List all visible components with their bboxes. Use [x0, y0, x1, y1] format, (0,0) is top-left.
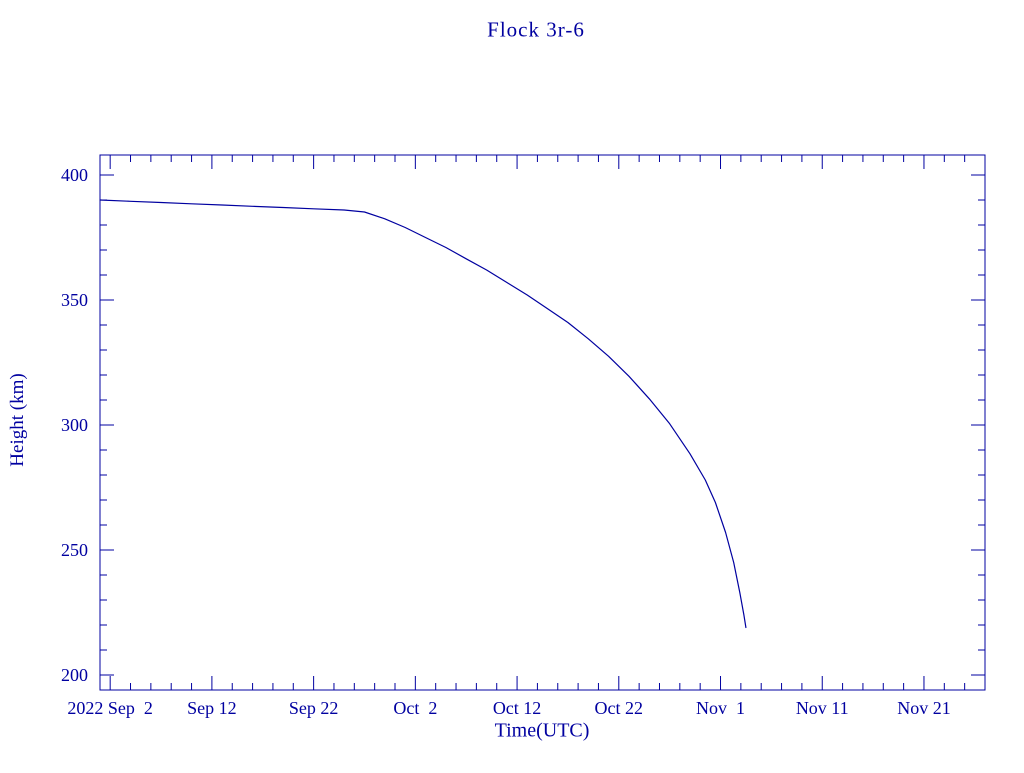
y-tick-label: 350	[61, 290, 88, 310]
y-tick-label: 250	[61, 540, 88, 560]
y-axis-ticks	[100, 174, 985, 676]
y-tick-label: 400	[61, 165, 88, 185]
chart-title: Flock 3r-6	[487, 17, 585, 42]
x-tick-label: Nov 11	[796, 698, 849, 718]
x-tick-label: Sep 22	[289, 698, 339, 718]
y-axis-tick-labels: 200 250 300 350 400	[61, 165, 88, 685]
x-axis-label: Time(UTC)	[494, 719, 590, 742]
y-tick-label: 300	[61, 415, 88, 435]
x-tick-label: Nov 1	[696, 698, 745, 718]
x-tick-label: Nov 21	[897, 698, 951, 718]
x-tick-label: 2022 Sep 2	[67, 698, 153, 718]
x-tick-label: Oct 2	[393, 698, 437, 718]
x-axis-tick-labels: 2022 Sep 2 Sep 12 Sep 22 Oct 2 Oct 12 Oct 22 N…	[67, 698, 950, 718]
x-tick-label: Oct 12	[493, 698, 542, 718]
y-axis-label: Height (km)	[7, 373, 28, 467]
height-decay-line	[99, 199, 747, 629]
x-axis-ticks	[109, 155, 986, 690]
x-tick-label: Oct 22	[595, 698, 644, 718]
y-tick-label: 200	[61, 665, 88, 685]
plot-frame	[99, 154, 986, 691]
x-tick-label: Sep 12	[187, 698, 237, 718]
